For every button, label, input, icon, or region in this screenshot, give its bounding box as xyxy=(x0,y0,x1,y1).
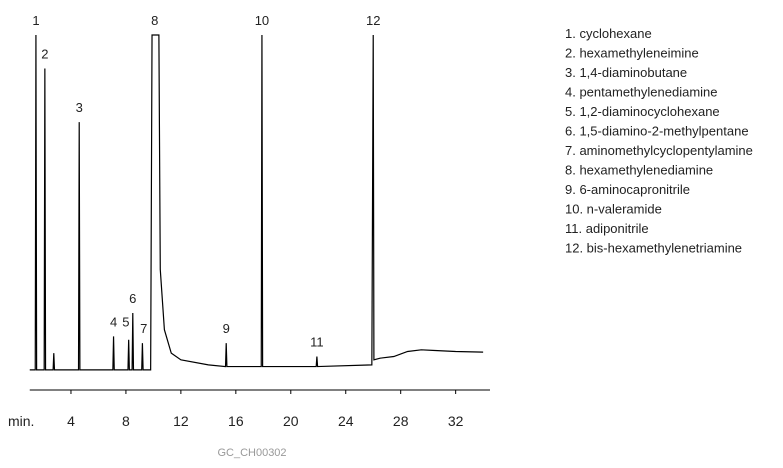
x-tick-label: 28 xyxy=(393,413,409,429)
peak-label: 2 xyxy=(41,46,48,61)
chromatogram-trace xyxy=(29,34,484,371)
peak-label: 6 xyxy=(129,291,136,306)
x-tick-label: 8 xyxy=(122,413,130,429)
peak-label: 1 xyxy=(32,13,39,28)
x-tick-label: 16 xyxy=(228,413,244,429)
legend-item: 2. hexamethyleneimine xyxy=(565,46,699,61)
legend-item: 7. aminomethylcyclopentylamine xyxy=(565,143,753,158)
x-axis-label: min. xyxy=(8,413,34,429)
peak-label: 9 xyxy=(223,321,230,336)
legend-item: 9. 6-aminocapronitrile xyxy=(565,182,690,197)
legend-item: 10. n-valeramide xyxy=(565,202,662,217)
peak-label: 11 xyxy=(310,335,324,350)
legend-item: 12. bis-hexamethylenetriamine xyxy=(565,241,742,256)
peak-label: 5 xyxy=(122,314,129,329)
peak-label: 7 xyxy=(140,321,147,336)
x-tick-label: 24 xyxy=(338,413,354,429)
x-tick-label: 32 xyxy=(448,413,464,429)
legend-item: 3. 1,4-diaminobutane xyxy=(565,65,687,80)
x-tick-label: 20 xyxy=(283,413,299,429)
peak-label: 10 xyxy=(255,13,269,28)
peak-label: 12 xyxy=(366,13,380,28)
legend-item: 8. hexamethylenediamine xyxy=(565,163,713,178)
x-tick-label: 4 xyxy=(67,413,75,429)
peak-label: 4 xyxy=(110,314,117,329)
legend-item: 5. 1,2-diaminocyclohexane xyxy=(565,104,720,119)
legend-item: 1. cyclohexane xyxy=(565,26,652,41)
peak-label: 8 xyxy=(151,13,158,28)
figure-id: GC_CH00302 xyxy=(217,447,286,459)
legend-item: 11. adiponitrile xyxy=(565,221,649,236)
legend-item: 4. pentamethylenediamine xyxy=(565,85,718,100)
legend-item: 6. 1,5-diamino-2-methylpentane xyxy=(565,124,749,139)
peak-label: 3 xyxy=(76,100,83,115)
x-tick-label: 12 xyxy=(173,413,189,429)
